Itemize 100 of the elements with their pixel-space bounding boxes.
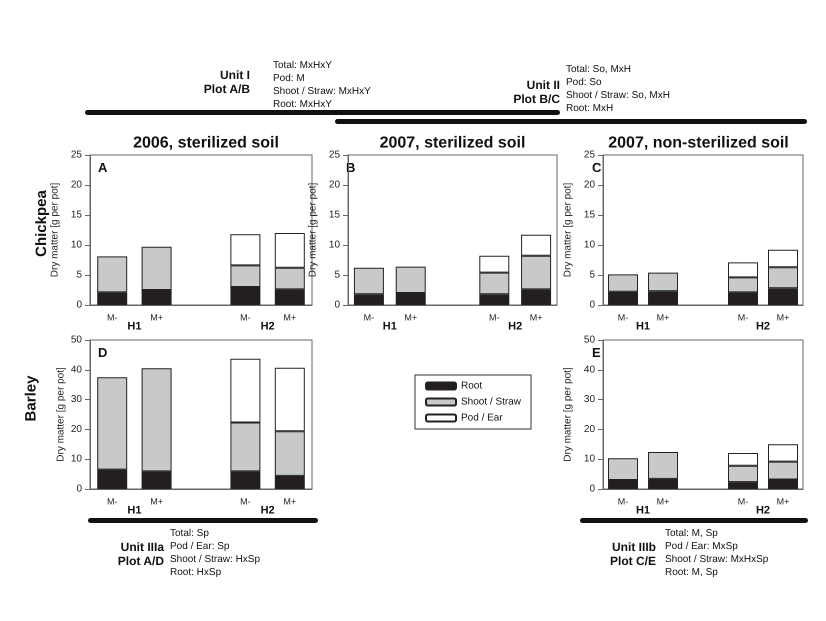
y-tick-label: 10 — [584, 454, 596, 465]
text: H2 — [756, 504, 770, 516]
x-tick-label: M+ — [150, 312, 163, 322]
text: Pod: M — [273, 72, 306, 85]
y-tick-label: 20 — [70, 424, 82, 435]
y-tick-label: 10 — [328, 240, 340, 250]
text: Total: So, MxH — [566, 63, 632, 76]
y-axis-title: Dry matter [g per pot] — [49, 182, 60, 278]
text: Shoot / Straw: MxHxSp — [665, 553, 768, 566]
y-tick-label: 15 — [328, 210, 340, 220]
text: H2 — [756, 320, 770, 332]
y-tick-label: 0 — [589, 484, 596, 494]
text: H2 — [508, 320, 522, 332]
text: Chickpea — [32, 190, 50, 257]
text: Unit I — [219, 68, 250, 82]
text: Plot C/E — [610, 554, 656, 568]
y-tick-label: 25 — [584, 150, 596, 160]
text: Shoot / Straw: MxHxY — [273, 85, 371, 98]
x-tick-label: M+ — [283, 496, 296, 506]
x-tick-label: M+ — [404, 312, 418, 322]
text: Pod: So — [566, 76, 603, 89]
y-tick-label: 20 — [70, 180, 82, 190]
chart-title: 2007, non-sterilized soil — [608, 134, 789, 152]
y-tick-label: 25 — [70, 150, 82, 160]
chart-title: 2006, sterilized soil — [133, 134, 279, 152]
y-tick-label: 15 — [70, 210, 82, 220]
text: Plot A/B — [204, 82, 250, 96]
y-tick-label: 5 — [589, 270, 596, 280]
legend-label: Pod / Ear — [461, 412, 504, 424]
y-tick-label: 0 — [76, 300, 82, 310]
text: Root: M, Sp — [665, 566, 719, 579]
text: H2 — [260, 320, 275, 332]
chart-title: 2007, sterilized soil — [380, 134, 526, 152]
text: Total: M, Sp — [665, 527, 719, 540]
text: Plot A/D — [118, 554, 164, 568]
text: Barley — [22, 376, 40, 422]
text: Shoot / Straw: HxSp — [170, 553, 260, 566]
y-tick-label: 50 — [584, 334, 596, 346]
text: Root: HxSp — [170, 566, 222, 579]
text: Total: MxHxY — [273, 59, 333, 72]
text: Unit IIIa — [120, 540, 164, 554]
legend-label: Shoot / Straw — [461, 396, 522, 408]
text: Shoot / Straw: So, MxH — [566, 89, 670, 102]
y-tick-label: 25 — [328, 150, 340, 160]
x-tick-label: M+ — [656, 496, 670, 506]
text: H2 — [260, 504, 275, 516]
x-tick-label: M- — [618, 312, 628, 322]
y-axis-title: Dry matter [g per pot] — [562, 182, 574, 278]
y-tick-label: 20 — [584, 180, 596, 190]
text: H1 — [636, 504, 650, 516]
x-tick-label: M- — [364, 312, 374, 322]
x-tick-label: M+ — [283, 312, 296, 322]
text: Unit II — [526, 78, 560, 92]
text: H1 — [382, 320, 397, 332]
text: Plot B/C — [513, 92, 560, 106]
y-tick-label: 5 — [334, 270, 340, 280]
y-tick-label: 0 — [589, 300, 596, 310]
text: Pod / Ear: MxSp — [665, 540, 739, 553]
x-tick-label: M+ — [656, 312, 670, 322]
y-tick-label: 5 — [76, 270, 82, 280]
y-tick-label: 15 — [584, 210, 596, 220]
text: E — [592, 345, 601, 360]
x-tick-label: M+ — [150, 496, 163, 506]
y-tick-label: 0 — [334, 300, 340, 310]
text: Root: MxH — [566, 102, 614, 115]
x-tick-label: M- — [618, 496, 628, 506]
y-axis-title: Dry matter [g per pot] — [56, 367, 66, 462]
x-tick-label: M- — [106, 312, 118, 322]
annotation: A — [98, 160, 108, 175]
annotation: D — [98, 345, 108, 360]
y-axis-title: Dry matter [g per pot] — [308, 182, 318, 278]
y-tick-label: 50 — [70, 334, 82, 346]
x-tick-label: M- — [240, 312, 251, 322]
x-tick-label: M- — [106, 496, 118, 506]
text: H1 — [636, 320, 650, 332]
x-tick-label: M+ — [530, 312, 542, 322]
y-tick-label: 30 — [70, 394, 82, 406]
text: Root: MxHxY — [273, 98, 333, 111]
y-tick-label: 40 — [584, 364, 596, 376]
text: H1 — [127, 320, 142, 332]
x-tick-label: M+ — [776, 312, 790, 322]
y-tick-label: 10 — [70, 454, 82, 465]
legend-label: Root — [461, 380, 482, 392]
text: C — [592, 160, 602, 175]
y-tick-label: 20 — [328, 180, 340, 190]
text: Total: Sp — [170, 527, 210, 540]
x-tick-label: M- — [489, 312, 500, 322]
text: Unit IIIb — [611, 540, 656, 554]
x-tick-label: M- — [738, 312, 748, 322]
y-tick-label: 20 — [584, 424, 596, 435]
text: Pod / Ear: Sp — [170, 540, 230, 553]
y-tick-label: 40 — [70, 364, 82, 376]
y-tick-label: 10 — [70, 240, 82, 250]
x-tick-label: M+ — [776, 496, 790, 506]
x-tick-label: M- — [240, 496, 251, 506]
y-tick-label: 30 — [584, 394, 596, 406]
text: H1 — [127, 504, 142, 516]
y-axis-title: Dry matter [g per pot] — [562, 367, 574, 462]
y-tick-label: 0 — [76, 484, 82, 494]
x-tick-label: M- — [738, 496, 748, 506]
